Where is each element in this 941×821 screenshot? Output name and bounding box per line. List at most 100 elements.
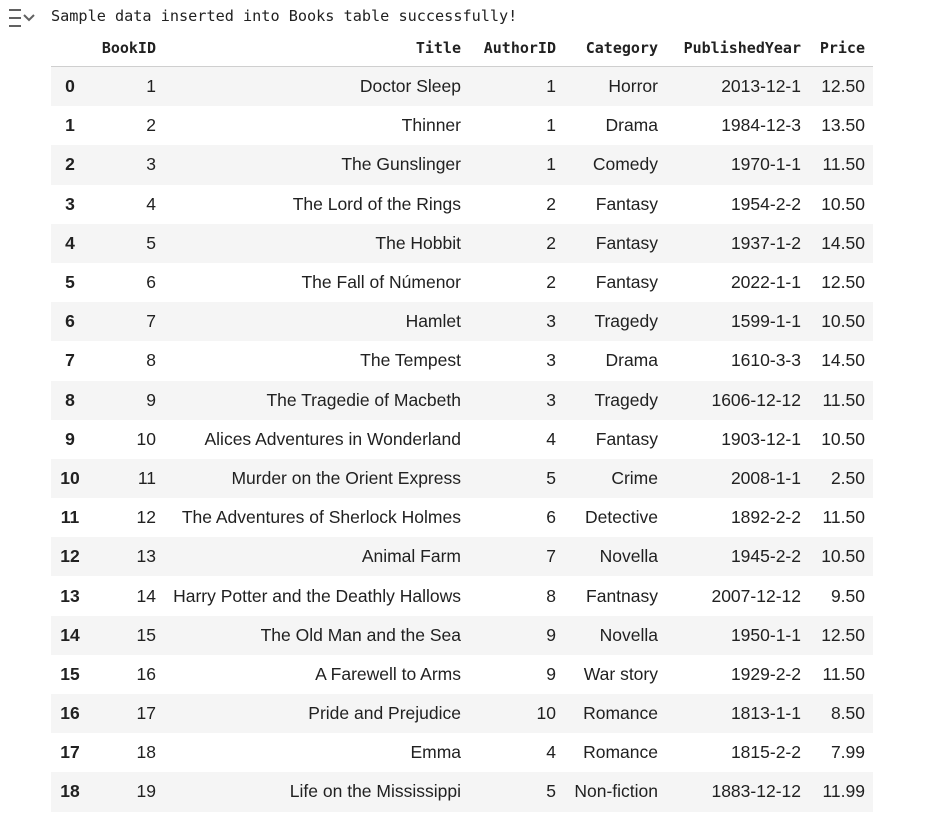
header-row: BookID Title AuthorID Category PublishedYear…: [51, 29, 873, 67]
cell-bookid: 1: [146, 76, 156, 97]
cell-authorid: 5: [546, 467, 556, 488]
row-index: 6: [65, 311, 75, 332]
cell-authorid: 6: [546, 507, 556, 528]
cell-publishedyear: 1945-2-2: [730, 546, 801, 567]
cell-title: The Tragedie of Macbeth: [266, 389, 461, 410]
row-index: 3: [65, 193, 75, 214]
cell-bookid: 2: [146, 115, 156, 136]
cell-category: Non-fiction: [574, 781, 658, 802]
table-row: 2 3 The Gunslinger 1 Comedy 1970-1-1 11.50: [51, 145, 873, 185]
cell-publishedyear: 1970-1-1: [730, 154, 801, 175]
cell-output-text: Sample data inserted into Books table su…: [51, 7, 518, 25]
cell-category: Fantasy: [595, 428, 658, 449]
cell-price: 12.50: [821, 624, 865, 645]
cell-category: Drama: [605, 350, 658, 371]
cell-bookid: 19: [136, 781, 156, 802]
cell-publishedyear: 1984-12-3: [721, 115, 801, 136]
cell-publishedyear: 1813-1-1: [730, 703, 801, 724]
table-row: 12 13 Animal Farm 7 Novella 1945-2-2 10.50: [51, 537, 873, 577]
cell-title: The Adventures of Sherlock Holmes: [181, 507, 461, 528]
table-row: 0 1 Doctor Sleep 1 Horror 2013-12-1 12.50: [51, 66, 873, 107]
table-row: 9 10 Alices Adventures in Wonderland 4 Fanta…: [51, 419, 873, 459]
cell-title: Harry Potter and the Deathly Hallows: [173, 585, 461, 606]
table-row: 18 19 Life on the Mississippi 5 Non-fiction 1…: [51, 772, 873, 812]
table-header: BookID Title AuthorID Category PublishedYear…: [51, 29, 873, 67]
cell-price: 11.50: [822, 507, 866, 528]
table-row: 16 17 Pride and Prejudice 10 Romance 1813-1-1…: [51, 694, 873, 734]
cell-publishedyear: 1903-12-1: [721, 428, 801, 449]
table-row: 4 5 The Hobbit 2 Fantasy 1937-1-2 14.50: [51, 223, 873, 263]
row-index: 16: [60, 703, 80, 724]
cell-bookid: 15: [136, 624, 156, 645]
cell-title: Emma: [410, 742, 461, 763]
row-index: 14: [60, 624, 80, 645]
cell-price: 11.50: [822, 389, 866, 410]
cell-authorid: 1: [546, 76, 556, 97]
row-index: 5: [65, 272, 75, 293]
row-index: 0: [65, 76, 75, 97]
cell-authorid: 2: [546, 232, 556, 253]
row-index: 11: [60, 507, 80, 528]
column-header-index: [51, 29, 89, 67]
cell-title: Doctor Sleep: [359, 76, 461, 97]
cell-title: Hamlet: [405, 311, 461, 332]
cell-price: 10.50: [821, 428, 865, 449]
cell-publishedyear: 1950-1-1: [730, 624, 801, 645]
cell-bookid: 9: [146, 389, 156, 410]
row-index: 10: [60, 467, 80, 488]
table-row: 15 16 A Farewell to Arms 9 War story 1929-2-2…: [51, 654, 873, 694]
cell-category: Comedy: [592, 154, 658, 175]
cell-authorid: 8: [546, 585, 556, 606]
cell-category: Romance: [583, 742, 658, 763]
cell-title: The Hobbit: [375, 232, 461, 253]
row-index: 12: [60, 546, 80, 567]
cell-bookid: 16: [136, 663, 156, 684]
cell-bookid: 3: [146, 154, 156, 175]
cell-category: Fantasy: [595, 193, 658, 214]
cell-price: 13.50: [821, 115, 865, 136]
cell-category: Fantasy: [595, 272, 658, 293]
cell-authorid: 7: [546, 546, 556, 567]
cell-price: 12.50: [821, 272, 865, 293]
table-row: 11 12 The Adventures of Sherlock Holmes 6 De…: [51, 498, 873, 538]
table-row: 14 15 The Old Man and the Sea 9 Novella 1950-…: [51, 615, 873, 655]
cell-publishedyear: 1929-2-2: [730, 663, 801, 684]
table-row: 3 4 The Lord of the Rings 2 Fantasy 1954-2-2 1…: [51, 184, 873, 224]
cell-bookid: 8: [146, 350, 156, 371]
column-header-authorid: AuthorID: [469, 29, 564, 67]
table-row: 17 18 Emma 4 Romance 1815-2-2 7.99: [51, 733, 873, 773]
row-index: 8: [65, 389, 75, 410]
cell-authorid: 5: [546, 781, 556, 802]
row-index: 13: [60, 585, 80, 606]
table-row: 5 6 The Fall of Númenor 2 Fantasy 2022-1-1 12.…: [51, 262, 873, 303]
table-row: 1 2 Thinner 1 Drama 1984-12-3 13.50: [51, 106, 873, 146]
row-index: 4: [65, 232, 75, 253]
cell-bookid: 18: [136, 742, 156, 763]
cell-title: The Fall of Númenor: [301, 272, 461, 293]
cell-authorid: 2: [546, 193, 556, 214]
cell-bookid: 5: [146, 232, 156, 253]
cell-bookid: 6: [146, 272, 156, 293]
cell-title: Alices Adventures in Wonderland: [204, 428, 462, 449]
cell-category: Romance: [583, 703, 658, 724]
cell-bookid: 10: [136, 428, 156, 449]
cell-authorid: 4: [546, 428, 556, 449]
cell-authorid: 4: [546, 742, 556, 763]
cell-title: The Lord of the Rings: [292, 193, 461, 214]
cell-title: Animal Farm: [361, 546, 461, 567]
cell-title: A Farewell to Arms: [315, 663, 461, 684]
cell-publishedyear: 1883-12-12: [711, 781, 801, 802]
table-row: 8 9 The Tragedie of Macbeth 3 Tragedy 1606-12…: [51, 380, 873, 420]
cell-bookid: 4: [146, 193, 156, 214]
cell-price: 11.99: [822, 781, 866, 802]
row-index: 7: [65, 350, 75, 371]
output-toggle-icon[interactable]: [8, 7, 36, 29]
output-toggle-svg: [9, 9, 35, 27]
cell-category: Tragedy: [594, 389, 658, 410]
cell-price: 10.50: [821, 193, 865, 214]
dataframe-table: BookID Title AuthorID Category PublishedYear…: [51, 29, 873, 812]
cell-price: 8.50: [830, 703, 865, 724]
cell-price: 14.50: [821, 232, 865, 253]
column-header-publishedyear: PublishedYear: [666, 29, 809, 67]
column-header-price: Price: [809, 29, 873, 67]
